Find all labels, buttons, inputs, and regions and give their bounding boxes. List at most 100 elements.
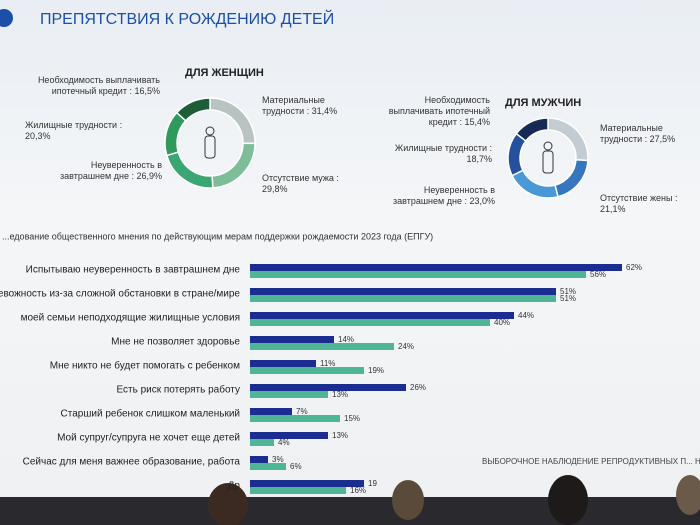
category-label: Неуверенность в завтрашнем дне :: [59, 160, 162, 181]
value-label: 16,5%: [134, 86, 160, 96]
category-label: Мой супруг/супруга не хочет еще детей: [57, 433, 240, 444]
category-label: Жилищные трудности :: [25, 120, 123, 130]
category-label: Отсутствие жены :: [600, 193, 678, 203]
bar: [250, 295, 556, 302]
category-label: Жилищные трудности :: [394, 143, 492, 153]
donut-label: Материальные трудности : 27,5%: [600, 123, 690, 145]
donut-title: ДЛЯ МУЖЧИН: [505, 97, 581, 109]
audience: [548, 475, 588, 525]
person-icon: [204, 135, 216, 159]
value-label: 23,0%: [469, 196, 495, 206]
audience: [392, 480, 424, 520]
bar: [250, 367, 364, 374]
value-label: 31,4%: [311, 106, 338, 116]
category-label: Мне никто не будет помогать с ребенком: [50, 360, 240, 372]
bar: [250, 408, 292, 415]
bar: [250, 391, 328, 398]
slide-title: ПРЕПЯТСТВИЯ К РОЖДЕНИЮ ДЕТЕЙ: [40, 9, 334, 28]
donut-segment: [507, 132, 527, 177]
value-label: 44%: [518, 311, 534, 320]
bar: [250, 288, 556, 295]
value-label: 26%: [410, 383, 426, 392]
category-label: Есть риск потерять работу: [116, 384, 240, 396]
bar: [250, 487, 346, 494]
category-label: Материальные трудности :: [600, 123, 663, 144]
value-label: 19%: [368, 366, 384, 375]
donut-segment: [211, 142, 256, 189]
bar: [250, 480, 364, 487]
category-label: Сейчас для меня важнее образование, рабо…: [23, 456, 241, 468]
donut-segment: [511, 169, 559, 199]
bar: [250, 336, 334, 343]
value-label: 26,9%: [136, 171, 162, 181]
bar-title: ...едование общественного мнения по дейс…: [2, 231, 433, 241]
donut-label: Необходимость выплачивать ипотечный кред…: [370, 95, 490, 128]
audience: [208, 483, 248, 525]
donut-label: Неуверенность в завтрашнем дне : 23,0%: [385, 185, 495, 207]
category-label: Испытываю неуверенность в завтрашнем дне: [26, 265, 241, 276]
value-label: 62%: [626, 263, 642, 272]
donut-segment: [164, 111, 187, 157]
value-label: 15,4%: [464, 117, 490, 127]
bar: [250, 456, 268, 463]
bar: [250, 264, 622, 271]
category-label: Необходимость выплачивать ипотечный кред…: [37, 75, 160, 96]
category-label: Испытываю тревожность из-за сложной обст…: [0, 288, 240, 300]
bar: [250, 432, 328, 439]
bar: [250, 319, 490, 326]
category-label: Старший ребенок слишком маленький: [61, 408, 240, 420]
bar: [250, 463, 286, 470]
audience: [676, 475, 700, 515]
bar: [250, 312, 514, 319]
donut-label: Отсутствие жены : 21,1%: [600, 193, 690, 215]
value-label: 56%: [590, 270, 606, 279]
donut-segment: [515, 117, 549, 142]
value-label: 14%: [338, 335, 354, 344]
value-label: 40%: [494, 318, 510, 327]
value-label: 19: [368, 479, 377, 488]
category-label: Необходимость выплачивать ипотечный кред…: [388, 95, 490, 127]
donut-label: Жилищные трудности : 20,3%: [25, 120, 145, 142]
donut-segment: [547, 117, 589, 162]
person-icon: [542, 150, 554, 174]
value-label: 3%: [272, 455, 284, 464]
category-label: Материальные трудности :: [262, 95, 325, 116]
value-label: 51%: [560, 287, 576, 296]
category-label: Др: [228, 481, 241, 492]
value-label: 13%: [332, 431, 348, 440]
donut-label: Необходимость выплачивать ипотечный кред…: [10, 75, 160, 97]
value-label: 11%: [320, 359, 335, 368]
value-label: 21,1%: [600, 204, 626, 214]
category-label: моей семьи неподходящие жилищные условия: [21, 313, 240, 324]
logo: [0, 9, 13, 27]
bar: [250, 384, 406, 391]
donut-label: Отсутствие мужа : 29,8%: [262, 173, 362, 195]
value-label: 20,3%: [25, 131, 51, 141]
bar: [250, 360, 316, 367]
donut-label: Неуверенность в завтрашнем дне : 26,9%: [52, 160, 162, 182]
value-label: 27,5%: [649, 134, 676, 144]
person-icon: [205, 126, 215, 136]
value-label: 51%: [560, 294, 576, 303]
value-label: 16%: [350, 486, 366, 495]
donut-title: ДЛЯ ЖЕНЩИН: [185, 67, 264, 79]
category-label: Неуверенность в завтрашнем дне :: [392, 185, 495, 206]
donut-label: Жилищные трудности : 18,7%: [392, 143, 492, 165]
value-label: 15%: [344, 414, 360, 423]
value-label: 6%: [290, 462, 302, 471]
value-label: 29,8%: [262, 184, 288, 194]
category-label: Отсутствие мужа :: [262, 173, 339, 183]
bar: [250, 271, 586, 278]
source: ВЫБОРОЧНОЕ НАБЛЮДЕНИЕ РЕПРОДУКТИВНЫХ П..…: [482, 457, 700, 466]
value-label: 24%: [398, 342, 414, 351]
audience: [0, 497, 700, 525]
value-label: 18,7%: [466, 154, 492, 164]
donut-segment: [554, 158, 589, 198]
category-label: Мне не позволяет здоровье: [111, 337, 240, 348]
bar: [250, 415, 340, 422]
value-label: 4%: [278, 438, 290, 447]
person-icon: [543, 141, 553, 151]
donut-segment: [175, 97, 211, 122]
